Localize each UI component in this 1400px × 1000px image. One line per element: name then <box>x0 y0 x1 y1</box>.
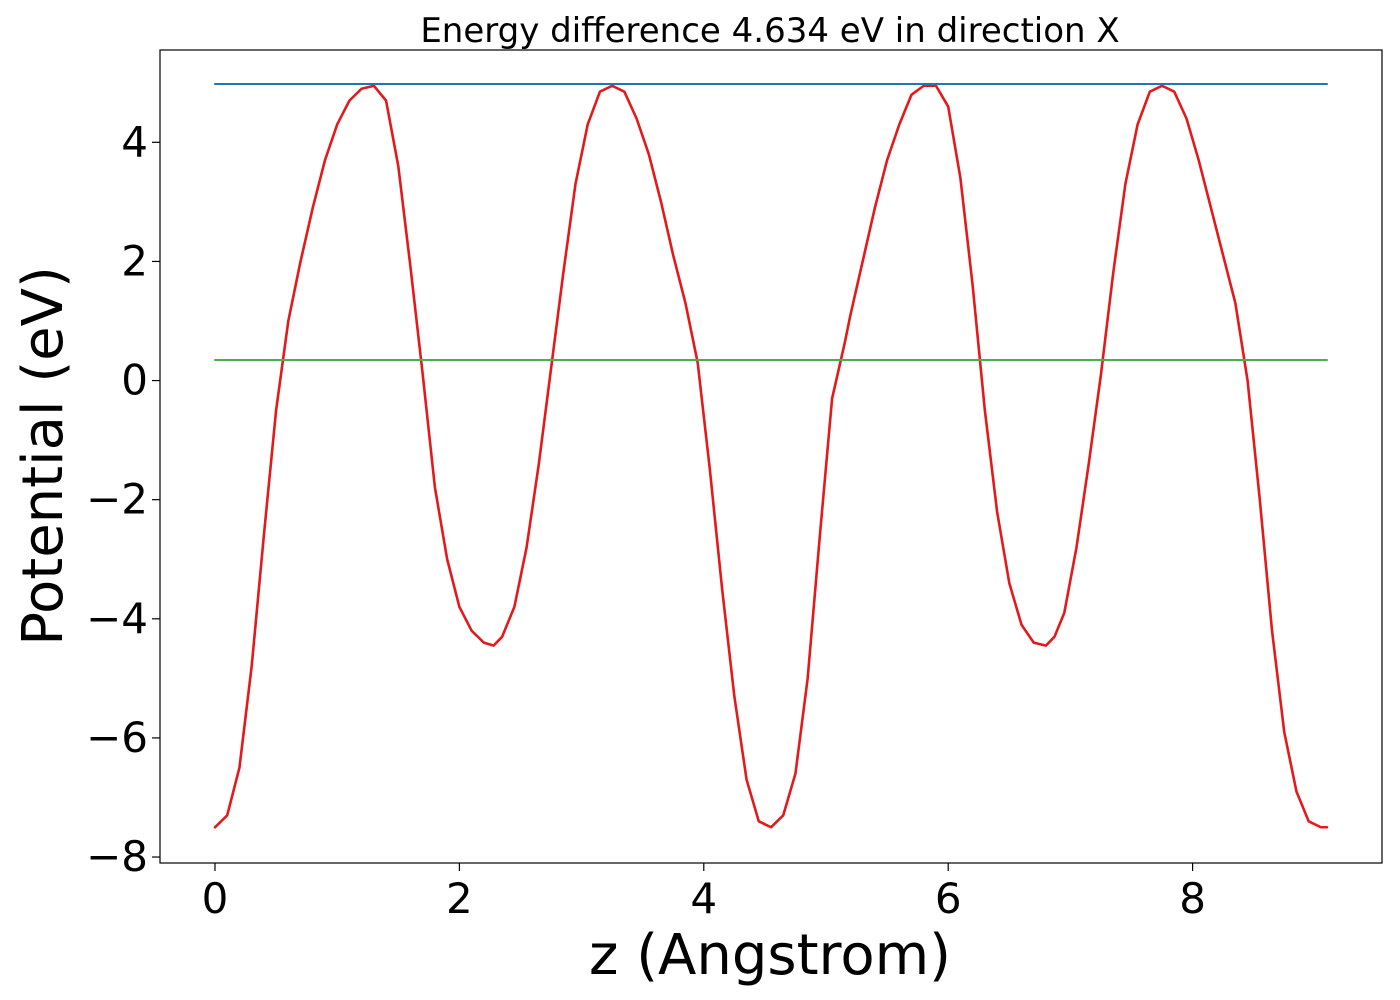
axes-frame <box>159 49 1383 864</box>
x-tick-label-3: 6 <box>935 874 962 923</box>
x-axis-ticks: 0 2 4 6 8 <box>202 863 1206 923</box>
x-axis-label: z (Angstrom) <box>589 923 951 988</box>
x-tick-label-0: 0 <box>202 874 229 923</box>
y-tick-label-5: 2 <box>121 236 148 285</box>
y-axis-ticks: −8 −6 −4 −2 0 2 4 <box>86 117 160 881</box>
y-tick-label-0: −8 <box>86 832 148 881</box>
chart-title: Energy difference 4.634 eV in direction … <box>420 11 1119 51</box>
x-tick-label-1: 2 <box>446 874 473 923</box>
y-tick-label-2: −4 <box>86 594 148 643</box>
y-axis-label: Potential (eV) <box>11 266 76 646</box>
y-tick-label-6: 4 <box>121 117 148 166</box>
series-line-1 <box>213 84 1329 829</box>
x-tick-label-4: 8 <box>1179 874 1206 923</box>
y-tick-label-4: 0 <box>121 356 148 405</box>
x-tick-label-2: 4 <box>690 874 717 923</box>
y-tick-label-3: −2 <box>86 475 148 524</box>
plot-area <box>213 82 1329 829</box>
y-tick-label-1: −6 <box>86 713 148 762</box>
